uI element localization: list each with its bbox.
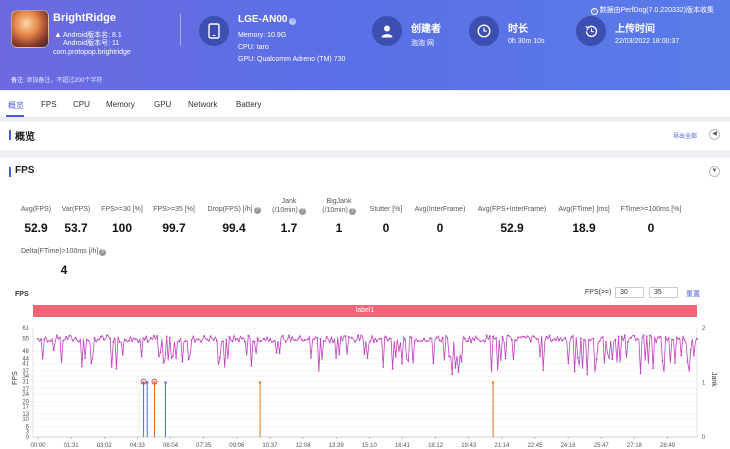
- fps-threshold-input-1[interactable]: 30: [615, 287, 644, 298]
- creator-label: 创建者: [411, 24, 441, 35]
- phone-icon: [199, 16, 229, 46]
- reset-button[interactable]: 重置: [686, 291, 700, 298]
- metric-label: Avg(InterFrame): [414, 206, 466, 213]
- user-icon: [372, 16, 402, 46]
- help-icon[interactable]: ?: [298, 208, 306, 215]
- clock-icon: [469, 16, 499, 46]
- chart-title: FPS: [15, 291, 29, 298]
- info-icon: i: [590, 8, 598, 15]
- metric-value: 99.7: [162, 221, 186, 235]
- android-version: Android版本名: 8.1: [63, 32, 122, 39]
- metric-value: 99.4: [222, 221, 246, 235]
- tab-battery[interactable]: Battery: [236, 100, 262, 109]
- metric-value: 0: [382, 221, 390, 235]
- metric-label: Jank (/10min)?: [268, 197, 310, 215]
- app-icon: [11, 10, 49, 48]
- metric-value: 0: [647, 221, 655, 235]
- tab-memory[interactable]: Memory: [106, 100, 135, 109]
- metric-label: Avg(FPS): [20, 206, 52, 213]
- metric-value: 52.9: [24, 221, 48, 235]
- section-marker: [9, 130, 11, 140]
- collector-notice: i 数据由PerfDog(7.0.220332)版本收集: [590, 5, 714, 15]
- duration-label: 时长: [508, 24, 528, 35]
- tab-cpu[interactable]: CPU: [73, 100, 90, 109]
- remark-field[interactable]: 备注: 添加备注，不超过200个字符: [11, 78, 103, 84]
- device-name: LGE-AN00 i: [238, 14, 297, 25]
- upload-label: 上传时间: [615, 24, 655, 35]
- tab-bar: 概览 FPS CPU Memory GPU Network Battery: [0, 91, 730, 118]
- metric-label: Stutter [%]: [369, 206, 403, 213]
- android-icon: ▲: [54, 30, 62, 39]
- metric-label: Avg(FTime) [ms]: [558, 206, 610, 213]
- metric-value: 52.9: [500, 221, 524, 235]
- tab-gpu[interactable]: GPU: [154, 100, 172, 109]
- fps-threshold-label: FPS(>=): [585, 289, 612, 296]
- help-icon[interactable]: ?: [253, 207, 261, 214]
- android-code: Android版本号: 11: [63, 40, 120, 47]
- creator-value: 泡泡 网: [411, 40, 434, 47]
- device-gpu: GPU: Qualcomm Adreno (TM) 730: [238, 56, 346, 63]
- upload-value: 22/03/2022 18:00:37: [615, 38, 680, 45]
- metric-label: BigJank (/10min)?: [318, 197, 360, 215]
- app-name: BrightRidge: [53, 12, 116, 24]
- tab-overview[interactable]: 概览: [8, 101, 24, 110]
- duration-value: 0h 30m 10s: [508, 38, 545, 45]
- help-icon[interactable]: ?: [348, 208, 356, 215]
- metric-label: Var(FPS): [61, 206, 91, 213]
- metric-label: FTime>=100ms [%]: [620, 206, 682, 213]
- metric-value: 0: [436, 221, 444, 235]
- metric-label: Avg(FPS+InterFrame): [477, 206, 547, 213]
- metric-value: 4: [60, 263, 68, 277]
- help-icon[interactable]: ?: [99, 249, 107, 256]
- report-header: BrightRidge ▲ Android版本名: 8.1 Android版本号…: [0, 0, 730, 90]
- metric-label: FPS>=35 [%]: [153, 206, 195, 213]
- package-name: com.protopop.brightridge: [53, 49, 131, 56]
- overview-section: 概览 导出全部 ◀: [0, 122, 730, 150]
- metric-label: FPS>=30 [%]: [101, 206, 143, 213]
- collapse-down-icon[interactable]: ▼: [709, 166, 720, 177]
- metric-label: Drop(FPS) [/h]?: [206, 206, 262, 214]
- device-cpu: CPU: taro: [238, 44, 269, 51]
- metric-value: 53.7: [64, 221, 88, 235]
- metric-label: Delta(FTime)>100ms [/h]?: [21, 248, 107, 256]
- overview-title: 概览: [15, 132, 35, 143]
- tab-fps[interactable]: FPS: [41, 100, 57, 109]
- export-all-link[interactable]: 导出全部: [673, 134, 698, 140]
- header-divider: [180, 14, 181, 46]
- metric-value: 1: [335, 221, 343, 235]
- label-bar[interactable]: label1: [33, 305, 697, 317]
- history-icon: [576, 16, 606, 46]
- fps-section-title: FPS: [15, 165, 35, 176]
- metric-value: 100: [111, 221, 133, 235]
- metric-value: 1.7: [280, 221, 298, 235]
- active-tab-indicator: [6, 115, 24, 117]
- device-memory: Memory: 10.9G: [238, 32, 287, 39]
- tab-network[interactable]: Network: [188, 100, 218, 109]
- metric-value: 18.9: [572, 221, 596, 235]
- collapse-left-icon[interactable]: ◀: [709, 129, 720, 140]
- section-marker: [9, 167, 11, 177]
- fps-section: FPS ▼: [0, 158, 730, 449]
- fps-threshold-input-2[interactable]: 35: [649, 287, 678, 298]
